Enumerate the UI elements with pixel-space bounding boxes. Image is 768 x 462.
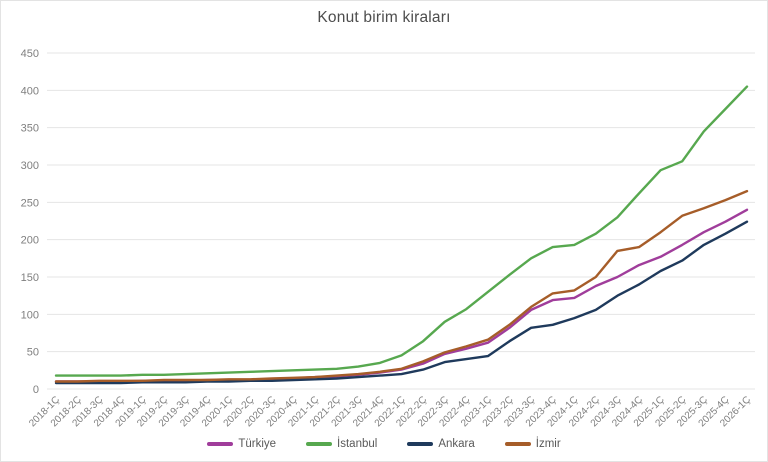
chart-title: Konut birim kiraları: [317, 9, 451, 26]
y-axis-tick-label: 150: [21, 272, 39, 284]
y-axis-tick-label: 0: [33, 384, 39, 396]
series-line-izmir: [54, 189, 749, 383]
legend-item-izmir: İzmir: [504, 438, 561, 450]
y-axis-tick-label: 350: [21, 123, 39, 135]
legend-swatch-izmir: [504, 442, 531, 446]
y-axis-tick-label: 250: [21, 197, 39, 209]
series-line-istanbul: [54, 85, 749, 377]
y-axis-tick-label: 450: [21, 48, 39, 60]
legend-label-ankara: Ankara: [438, 438, 475, 450]
y-axis-tick-label: 300: [21, 160, 39, 172]
chart-legend: Türkiye İstanbul Ankara İzmir: [1, 429, 767, 459]
legend-swatch-turkiye: [207, 442, 234, 446]
series-line-ankara: [54, 220, 749, 385]
y-axis-tick-label: 200: [21, 235, 39, 247]
legend-label-istanbul: İstanbul: [337, 438, 378, 450]
y-axis-tick-label: 100: [21, 309, 39, 321]
legend-item-turkiye: Türkiye: [207, 438, 276, 450]
y-axis-tick-label: 400: [21, 85, 39, 97]
legend-label-izmir: İzmir: [535, 438, 561, 450]
legend-swatch-ankara: [407, 442, 434, 446]
legend-item-istanbul: İstanbul: [306, 438, 377, 450]
legend-item-ankara: Ankara: [407, 438, 475, 450]
line-chart-plot: 0501001502002503003504004502018-1Ç2018-2…: [21, 48, 755, 429]
legend-label-turkiye: Türkiye: [238, 438, 277, 450]
legend-swatch-istanbul: [306, 442, 333, 446]
y-axis-tick-label: 50: [27, 347, 39, 359]
